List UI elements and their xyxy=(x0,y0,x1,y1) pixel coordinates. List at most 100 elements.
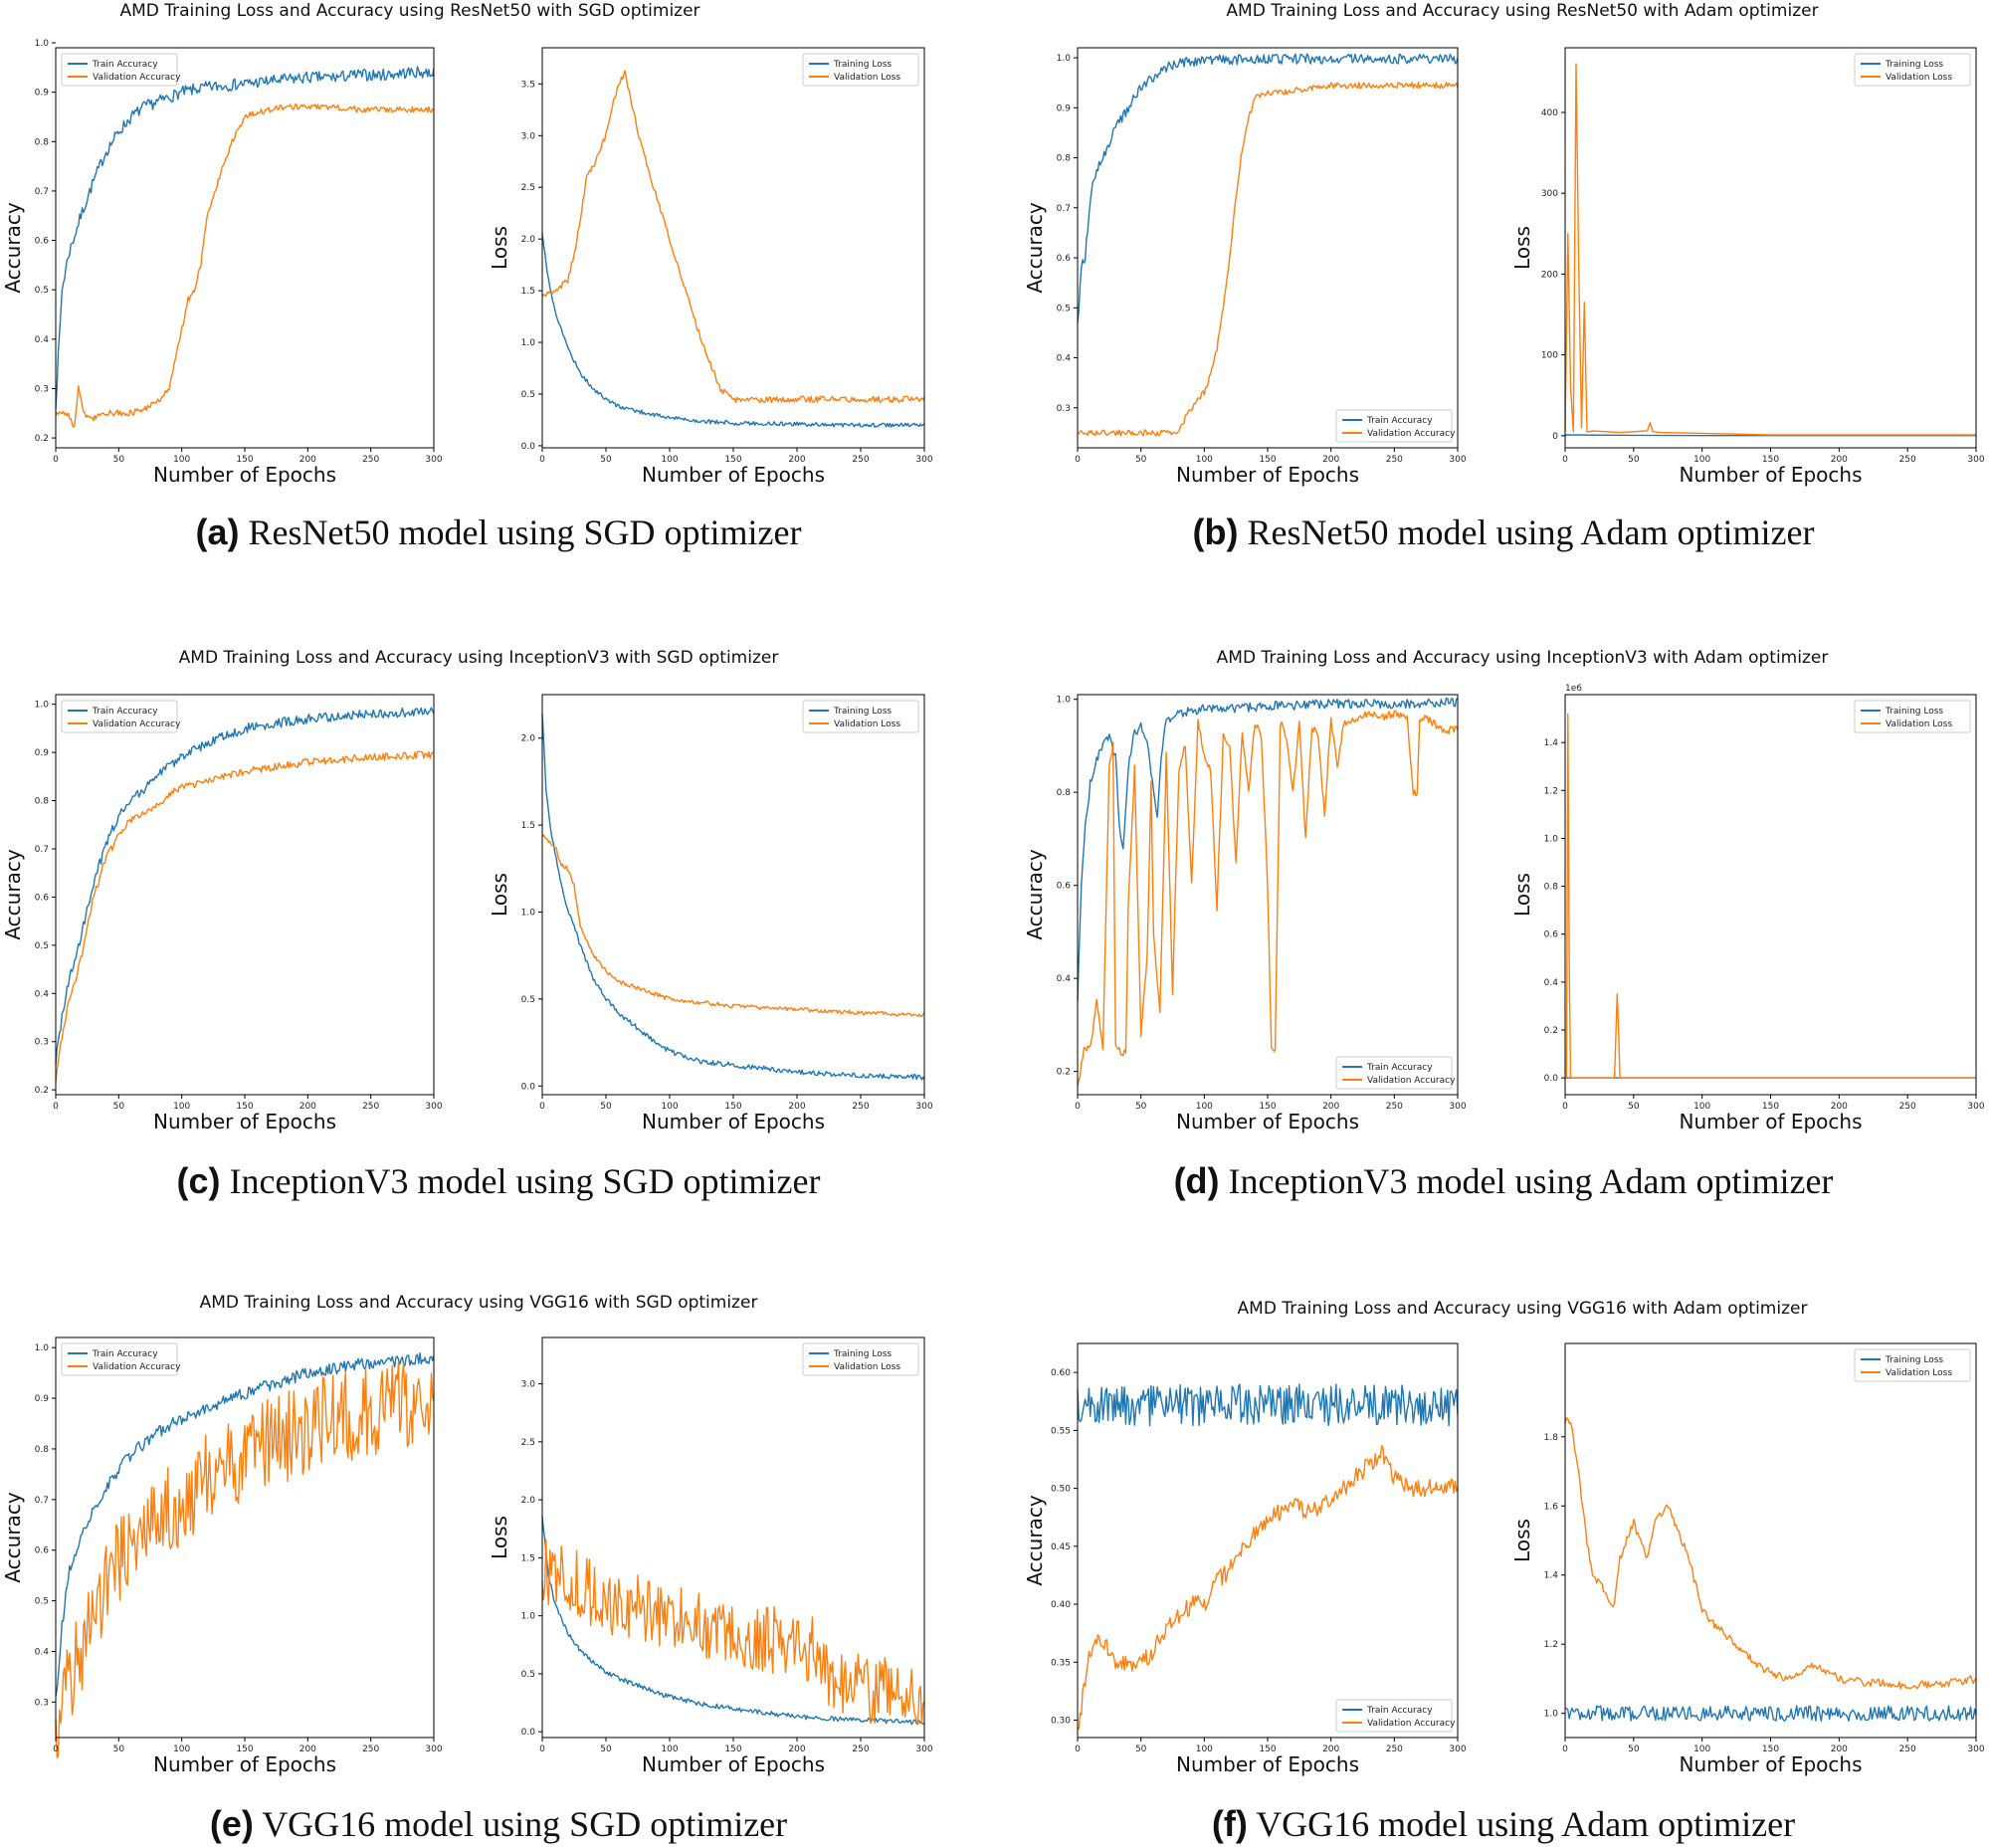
caption-letter: (e) xyxy=(209,1803,254,1844)
legend-entry-label: Validation Loss xyxy=(1886,73,1952,83)
caption-e: (e) VGG16 model using SGD optimizer xyxy=(51,1803,946,1845)
caption-letter: (a) xyxy=(195,512,240,552)
y-tick-label: 2.5 xyxy=(521,1438,535,1448)
legend-box xyxy=(1335,409,1453,443)
loss-plot: 0 50 100 150 200 250 300 0.0 0.5 1.0 1.5 2.0 Number … xyxy=(488,694,933,1133)
y-tick-label: 2.5 xyxy=(521,183,535,193)
caption-text: InceptionV3 model using SGD optimizer xyxy=(229,1161,821,1201)
y-tick-label: 3.5 xyxy=(521,80,535,90)
x-tick-label: 150 xyxy=(1762,1102,1779,1112)
legend-entry-label: Validation Loss xyxy=(834,719,900,729)
y-axis-label: Loss xyxy=(1510,226,1534,270)
chart-panel-3: AMD Training Loss and Accuracy using Inc… xyxy=(1023,648,1985,1133)
y-tick-label: 0.5 xyxy=(35,286,49,296)
legend-box xyxy=(61,53,178,87)
series-line-training-loss xyxy=(1564,1705,1977,1723)
series-line-validation-accuracy xyxy=(1077,710,1459,1087)
y-tick-label: 0.6 xyxy=(1057,254,1072,264)
y-tick-label: 0.8 xyxy=(35,1445,50,1455)
caption-f: (f) VGG16 model using Adam optimizer xyxy=(1056,1803,1951,1845)
series-line-train-accuracy xyxy=(1077,1383,1459,1427)
caption-text: VGG16 model using Adam optimizer xyxy=(1256,1804,1796,1844)
x-tick-label: 200 xyxy=(788,1745,805,1754)
x-tick-label: 200 xyxy=(1831,1102,1848,1112)
legend-entry-label: Validation Loss xyxy=(1886,1368,1952,1378)
x-tick-label: 300 xyxy=(425,1102,442,1112)
y-tick-label: 0.7 xyxy=(35,1496,49,1506)
x-tick-label: 150 xyxy=(1259,1102,1276,1112)
legend-entry-label: Train Accuracy xyxy=(92,1349,158,1359)
x-tick-label: 300 xyxy=(915,1102,932,1112)
x-axis-label: Number of Epochs xyxy=(642,1752,825,1776)
x-tick-label: 100 xyxy=(1196,1745,1213,1754)
accuracy-plot: 0 50 100 150 200 250 300 0.30 0.35 0.40 0.45 0.50 0.… xyxy=(1023,1342,1467,1776)
loss-plot: 0 50 100 150 200 250 300 1.0 1.2 1.4 1.6 1.8 Number … xyxy=(1510,1342,1985,1776)
y-axis-label: Accuracy xyxy=(1,849,25,939)
caption-d: (d) InceptionV3 model using Adam optimiz… xyxy=(1056,1160,1951,1202)
x-tick-label: 150 xyxy=(724,1102,741,1112)
x-tick-label: 0 xyxy=(1075,455,1081,465)
accuracy-plot: 0 50 100 150 200 250 300 0.2 0.3 0.4 0.5 0.6 0.7 0.8 0… xyxy=(1,39,443,487)
caption-text: VGG16 model using SGD optimizer xyxy=(262,1804,788,1844)
y-tick-label: 0.0 xyxy=(521,442,536,452)
y-tick-label: 1.2 xyxy=(1544,1640,1558,1650)
x-tick-label: 50 xyxy=(1135,1102,1147,1112)
y-tick-label: 0.0 xyxy=(521,1728,536,1738)
x-tick-label: 300 xyxy=(1449,455,1466,465)
y-tick-label: 0.9 xyxy=(35,748,50,758)
y-tick-label: 0.4 xyxy=(1544,978,1559,988)
y-axis-label: Accuracy xyxy=(1023,202,1047,293)
y-tick-label: 1.8 xyxy=(1544,1433,1559,1443)
loss-plot: 0 50 100 150 200 250 300 0 100 200 300 400 Number of… xyxy=(1510,47,1985,487)
legend-entry-label: Train Accuracy xyxy=(1366,1063,1433,1073)
legend-box xyxy=(802,700,919,733)
x-axis-label: Number of Epochs xyxy=(1176,463,1359,487)
y-tick-label: 2.0 xyxy=(521,734,536,744)
x-tick-label: 50 xyxy=(1628,455,1640,465)
legend-entry-label: Validation Accuracy xyxy=(1367,1719,1456,1729)
x-tick-label: 200 xyxy=(299,1102,316,1112)
chart-title: AMD Training Loss and Accuracy using Res… xyxy=(1226,1,1818,21)
chart-title: AMD Training Loss and Accuracy using Inc… xyxy=(179,648,779,668)
y-tick-label: 1.5 xyxy=(521,1553,535,1563)
y-axis-label: Loss xyxy=(1510,873,1534,917)
x-tick-label: 150 xyxy=(236,455,253,465)
y-tick-label: 1.2 xyxy=(1544,786,1558,796)
y-tick-label: 3.0 xyxy=(521,131,536,141)
x-axis-label: Number of Epochs xyxy=(1176,1752,1359,1776)
series-line-validation-accuracy xyxy=(55,1361,435,1759)
series-line-training-loss xyxy=(1564,434,1976,437)
x-tick-label: 300 xyxy=(425,455,442,465)
axis-offset-text: 1e6 xyxy=(1565,684,1582,694)
y-tick-label: 0.9 xyxy=(35,89,50,99)
x-tick-label: 150 xyxy=(236,1102,253,1112)
x-tick-label: 150 xyxy=(1762,1745,1779,1754)
x-axis-label: Number of Epochs xyxy=(1680,463,1863,487)
legend: Train Accuracy Validation Accuracy xyxy=(61,700,181,733)
y-tick-label: 1.0 xyxy=(1544,834,1559,844)
y-tick-label: 0.9 xyxy=(1057,103,1072,113)
y-tick-label: 0.8 xyxy=(35,137,50,147)
x-tick-label: 300 xyxy=(915,1745,932,1754)
legend-box xyxy=(1854,700,1971,733)
axes-frame xyxy=(1564,694,1977,1096)
accuracy-plot: 0 50 100 150 200 250 300 0.3 0.4 0.5 0.6 0.7 0.8 0.9 1… xyxy=(1023,47,1467,487)
legend-entry-label: Train Accuracy xyxy=(1366,416,1433,426)
y-tick-label: 1.5 xyxy=(521,821,535,831)
legend-box xyxy=(61,700,178,733)
series-line-validation-accuracy xyxy=(1077,81,1459,437)
x-tick-label: 250 xyxy=(1899,1102,1916,1112)
legend-entry-label: Training Loss xyxy=(1885,707,1943,717)
axes-frame xyxy=(1077,47,1459,449)
x-tick-label: 100 xyxy=(173,1102,190,1112)
x-tick-label: 200 xyxy=(299,1745,316,1754)
y-tick-label: 0.55 xyxy=(1051,1426,1071,1436)
x-tick-label: 250 xyxy=(362,1745,379,1754)
y-tick-label: 0.7 xyxy=(35,845,49,855)
x-axis-label: Number of Epochs xyxy=(1680,1752,1863,1776)
y-tick-label: 1.4 xyxy=(1544,1571,1559,1581)
x-tick-label: 50 xyxy=(1628,1102,1640,1112)
legend-box xyxy=(1854,1348,1971,1382)
legend-entry-label: Train Accuracy xyxy=(92,707,158,717)
series-line-validation-loss xyxy=(541,834,925,1018)
